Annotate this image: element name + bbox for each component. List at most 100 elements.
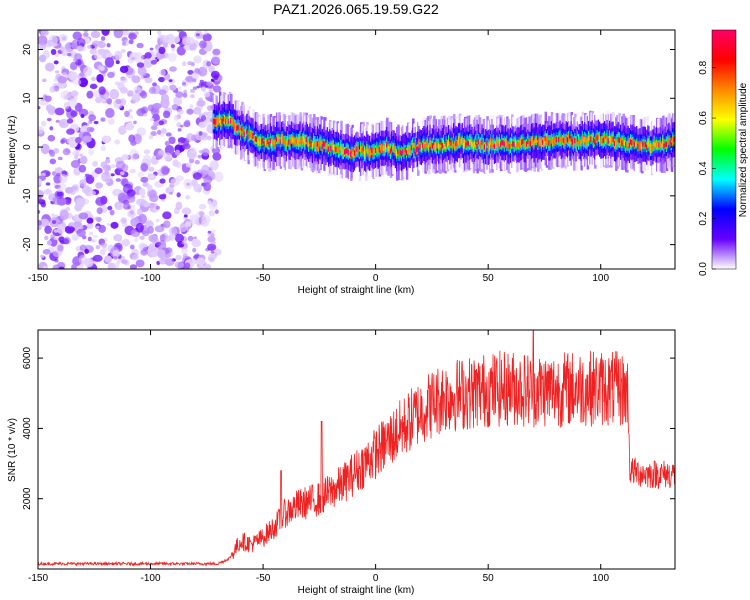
- ridge-cell: [497, 142, 500, 148]
- noise-blob: [193, 107, 202, 115]
- noise-blob: [115, 60, 120, 65]
- noise-blob: [55, 119, 60, 123]
- noise-blob: [182, 61, 187, 67]
- ridge-cell: [270, 141, 274, 147]
- noise-blob: [160, 128, 167, 135]
- spectrogram-x-tick-label: -100: [141, 273, 161, 284]
- ridge-cell: [280, 136, 284, 143]
- spectrogram-y-ticks: -20 -10 0 10 20: [22, 44, 675, 252]
- ridge-cell: [306, 139, 310, 145]
- ridge-cell: [550, 136, 554, 142]
- noise-blob: [211, 241, 216, 245]
- ridge-cell: [513, 141, 517, 148]
- ridge-cell: [273, 140, 276, 146]
- ridge-cell: [372, 149, 375, 155]
- ridge-cell: [332, 144, 336, 151]
- noise-blob: [158, 76, 165, 83]
- noise-blob: [113, 255, 118, 260]
- noise-blob: [148, 134, 154, 140]
- noise-blob: [140, 176, 149, 183]
- spectrogram-x-tick-label: 100: [592, 273, 609, 284]
- noise-blob: [174, 149, 181, 156]
- ridge-cell: [438, 143, 441, 149]
- noise-blob: [143, 58, 153, 69]
- ridge-cell: [563, 137, 566, 144]
- ridge-cell: [554, 138, 557, 144]
- noise-blob: [66, 118, 74, 124]
- noise-blob: [159, 69, 166, 76]
- ridge-cell: [376, 146, 379, 153]
- noise-blob: [192, 247, 197, 253]
- noise-blob: [63, 101, 70, 109]
- ridge-cell: [387, 146, 390, 152]
- ridge-cell: [350, 151, 353, 157]
- colorbar-gradient: [712, 30, 736, 269]
- colorbar-tick-label: 0.2: [698, 211, 709, 225]
- noise-blob: [62, 148, 71, 156]
- noise-blob: [49, 126, 54, 131]
- ridge-cell: [626, 143, 629, 149]
- noise-blob: [131, 93, 141, 103]
- ridge-cell: [220, 119, 223, 126]
- spectrogram-x-tick-label: -50: [256, 273, 271, 284]
- ridge-cell: [434, 144, 437, 150]
- ridge-cell: [236, 125, 239, 131]
- ridge-cell: [549, 140, 552, 146]
- noise-blob: [94, 216, 100, 221]
- noise-blob: [110, 221, 119, 229]
- ridge-cell: [330, 145, 333, 152]
- snr-panel: -150 -100 -50 0 50 100 2000 4000 6000 Height of…: [7, 329, 676, 596]
- noise-blob: [42, 249, 51, 255]
- colorbar-tick-label: 0.4: [698, 161, 709, 175]
- noise-blob: [46, 240, 53, 246]
- noise-blob: [58, 34, 68, 43]
- noise-blob: [141, 230, 150, 237]
- ridge-cell: [298, 139, 301, 145]
- noise-blob: [183, 214, 188, 218]
- ridge-cell: [516, 142, 519, 149]
- ridge-cell: [581, 135, 585, 142]
- noise-blob: [200, 115, 207, 121]
- ridge-cell: [267, 138, 270, 145]
- noise-blob: [169, 234, 175, 240]
- ridge-cell: [636, 140, 639, 147]
- noise-blob: [73, 221, 83, 230]
- noise-blob: [196, 257, 206, 265]
- ridge-cell: [466, 139, 469, 146]
- ridge-cell: [512, 141, 515, 147]
- snr-x-label: Height of straight line (km): [298, 585, 415, 596]
- noise-blob: [195, 33, 200, 37]
- ridge-cell: [525, 141, 529, 147]
- ridge-cell: [214, 118, 217, 125]
- noise-blob: [109, 88, 120, 100]
- ridge-cell: [321, 143, 325, 150]
- spectrogram-marks: [38, 30, 675, 269]
- noise-blob: [129, 210, 135, 215]
- noise-blob: [92, 254, 103, 262]
- noise-blob: [120, 216, 128, 224]
- ridge-cell: [492, 139, 495, 145]
- noise-blob: [49, 158, 57, 165]
- noise-blob: [170, 177, 180, 186]
- noise-blob: [155, 241, 162, 246]
- noise-blob: [173, 95, 183, 106]
- noise-blob: [171, 104, 179, 111]
- ridge-cell: [638, 143, 642, 149]
- ridge-cell: [256, 136, 259, 143]
- noise-blob: [66, 128, 75, 135]
- noise-blob: [80, 114, 85, 119]
- noise-blob: [91, 239, 96, 243]
- ridge-cell: [391, 146, 394, 152]
- noise-blob: [207, 200, 212, 205]
- ridge-cell: [454, 143, 457, 149]
- noise-blob: [176, 30, 183, 33]
- ridge-cell: [242, 128, 245, 135]
- noise-blob: [198, 131, 203, 136]
- ridge-cell: [575, 141, 578, 147]
- ridge-cell: [533, 142, 536, 148]
- ridge-cell: [508, 144, 512, 150]
- noise-blob: [135, 259, 145, 268]
- noise-blob: [84, 248, 89, 254]
- noise-blob: [113, 234, 123, 242]
- noise-blob: [89, 83, 98, 90]
